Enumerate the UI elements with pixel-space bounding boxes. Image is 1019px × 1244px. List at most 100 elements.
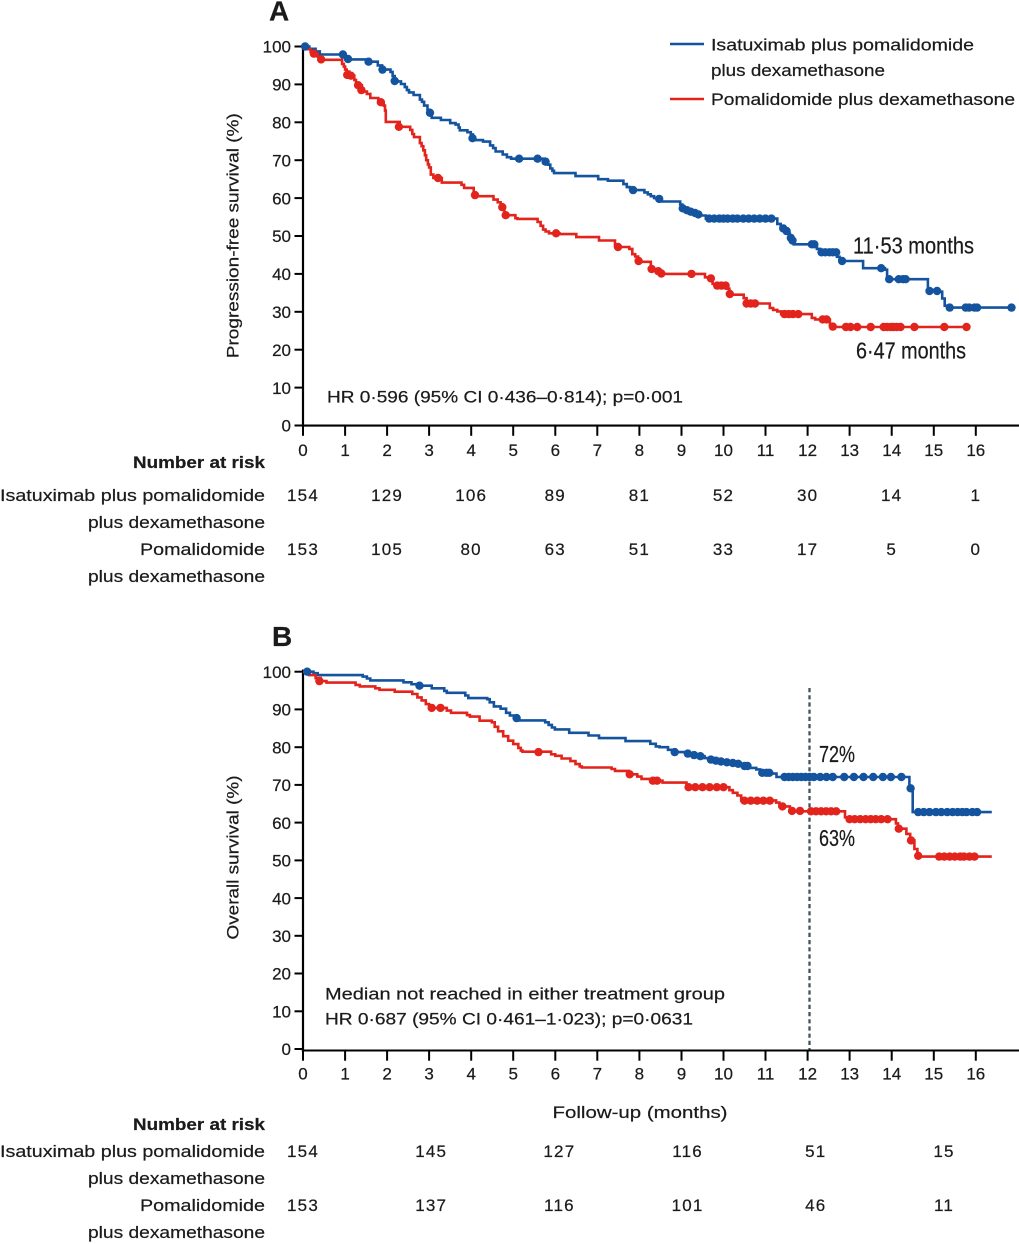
svg-text:30: 30 [272,927,291,946]
svg-text:50: 50 [272,852,291,871]
svg-text:0: 0 [282,1040,291,1059]
svg-text:63%: 63% [819,825,855,851]
svg-text:0: 0 [282,417,291,436]
svg-text:Number at risk: Number at risk [133,1115,266,1134]
svg-text:51: 51 [805,1142,826,1161]
svg-text:90: 90 [272,76,291,95]
svg-text:100: 100 [263,38,291,57]
svg-text:Overall survival (%): Overall survival (%) [224,776,243,940]
svg-text:46: 46 [805,1196,826,1215]
svg-text:14: 14 [881,486,902,505]
svg-text:72%: 72% [819,741,855,767]
svg-text:Progression-free survival (%): Progression-free survival (%) [224,113,243,358]
svg-text:50: 50 [272,227,291,246]
svg-text:6: 6 [551,441,560,460]
svg-text:9: 9 [677,441,686,460]
svg-text:7: 7 [593,1065,602,1084]
svg-text:10: 10 [272,1002,291,1021]
svg-text:B: B [272,621,292,652]
svg-text:Pomalidomide: Pomalidomide [140,540,265,559]
svg-text:1: 1 [970,486,981,505]
svg-text:145: 145 [415,1142,447,1161]
svg-text:129: 129 [371,486,403,505]
svg-text:116: 116 [544,1196,575,1215]
svg-text:11: 11 [757,1065,775,1084]
svg-text:30: 30 [272,303,291,322]
svg-text:11: 11 [757,441,775,460]
svg-text:plus dexamethasone: plus dexamethasone [88,1169,265,1188]
svg-text:Isatuximab plus pomalidomide: Isatuximab plus pomalidomide [711,36,974,55]
svg-text:33: 33 [713,540,734,559]
svg-text:Pomalidomide plus dexamethason: Pomalidomide plus dexamethasone [711,90,1015,109]
svg-text:6·47 months: 6·47 months [856,338,966,364]
svg-text:6: 6 [551,1065,560,1084]
svg-text:153: 153 [287,540,319,559]
svg-text:1: 1 [340,1065,349,1084]
svg-text:Median not reached in either t: Median not reached in either treatment g… [325,985,725,1004]
svg-text:11·53 months: 11·53 months [853,233,974,259]
svg-text:80: 80 [461,540,482,559]
svg-text:20: 20 [272,341,291,360]
svg-text:14: 14 [882,1065,901,1084]
svg-text:70: 70 [272,151,291,170]
svg-text:3: 3 [424,1065,433,1084]
svg-text:81: 81 [629,486,650,505]
svg-text:16: 16 [966,1065,985,1084]
svg-text:2: 2 [382,441,391,460]
svg-text:14: 14 [882,441,901,460]
svg-text:51: 51 [629,540,650,559]
svg-text:80: 80 [272,114,291,133]
svg-text:11: 11 [934,1196,954,1215]
svg-text:2: 2 [382,1065,391,1084]
svg-text:10: 10 [272,379,291,398]
svg-text:15: 15 [924,441,943,460]
svg-text:63: 63 [545,540,566,559]
svg-text:10: 10 [714,441,733,460]
svg-text:Number at risk: Number at risk [133,453,266,472]
svg-text:12: 12 [798,441,817,460]
svg-text:60: 60 [272,189,291,208]
svg-text:60: 60 [272,814,291,833]
svg-text:8: 8 [635,441,644,460]
svg-text:89: 89 [545,486,566,505]
svg-text:70: 70 [272,776,291,795]
svg-text:Isatuximab plus pomalidomide: Isatuximab plus pomalidomide [0,1142,265,1161]
svg-text:5: 5 [509,441,518,460]
svg-text:30: 30 [797,486,818,505]
svg-text:plus dexamethasone: plus dexamethasone [88,567,265,586]
svg-text:HR 0·596 (95% CI 0·436–0·814);: HR 0·596 (95% CI 0·436–0·814); p=0·001 [327,388,683,407]
svg-text:105: 105 [371,540,403,559]
svg-text:153: 153 [287,1196,319,1215]
svg-text:116: 116 [672,1142,703,1161]
svg-text:Pomalidomide: Pomalidomide [140,1196,265,1215]
svg-text:106: 106 [455,486,487,505]
svg-text:15: 15 [933,1142,954,1161]
svg-text:Follow-up (months): Follow-up (months) [553,1103,728,1122]
svg-text:9: 9 [677,1065,686,1084]
svg-text:16: 16 [966,441,985,460]
svg-text:7: 7 [593,441,602,460]
svg-text:52: 52 [713,486,734,505]
svg-text:90: 90 [272,701,291,720]
svg-text:101: 101 [672,1196,704,1215]
svg-text:40: 40 [272,265,291,284]
svg-text:Isatuximab plus pomalidomide: Isatuximab plus pomalidomide [0,486,265,505]
svg-text:0: 0 [298,1065,307,1084]
svg-text:80: 80 [272,738,291,757]
svg-text:1: 1 [340,441,349,460]
svg-text:154: 154 [287,486,319,505]
svg-text:0: 0 [970,540,981,559]
svg-text:plus dexamethasone: plus dexamethasone [88,1223,265,1242]
svg-text:A: A [269,0,289,27]
svg-text:5: 5 [509,1065,518,1084]
svg-text:plus dexamethasone: plus dexamethasone [88,513,265,532]
svg-text:154: 154 [287,1142,319,1161]
svg-text:10: 10 [714,1065,733,1084]
svg-text:3: 3 [424,441,433,460]
svg-text:127: 127 [543,1142,575,1161]
svg-text:13: 13 [840,441,859,460]
svg-text:8: 8 [635,1065,644,1084]
svg-text:0: 0 [298,441,307,460]
svg-text:17: 17 [797,540,818,559]
svg-text:4: 4 [466,1065,475,1084]
